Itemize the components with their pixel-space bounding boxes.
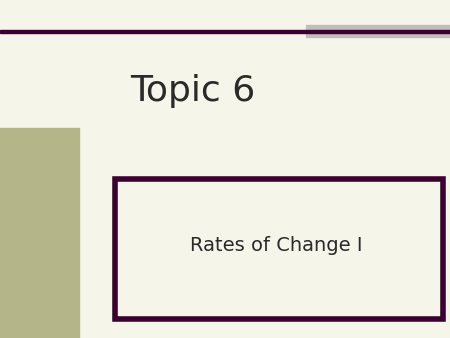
Text: Topic 6: Topic 6: [130, 74, 256, 108]
Bar: [306, 25, 450, 37]
Bar: [0, 128, 79, 338]
Text: Rates of Change I: Rates of Change I: [190, 236, 363, 255]
Bar: [0, 30, 450, 33]
Bar: [115, 179, 443, 319]
